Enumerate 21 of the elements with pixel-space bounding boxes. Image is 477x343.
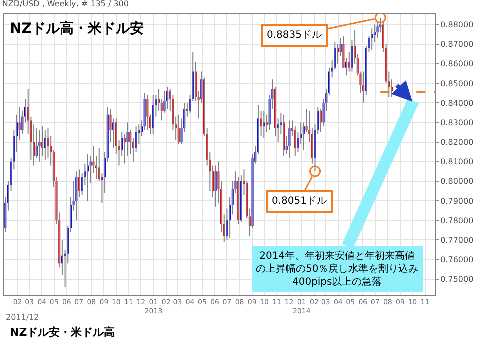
annotation: 0.8835ドル — [267, 30, 322, 41]
y-tick-label: 0.82000 — [440, 138, 474, 148]
y-tick-label: 0.86000 — [440, 60, 474, 69]
annotation: 0.8051ドル — [272, 196, 327, 207]
y-tick-label: 0.84000 — [440, 98, 474, 108]
y-tick-label: 0.76000 — [440, 256, 474, 265]
y-tick-label: 0.81000 — [440, 158, 474, 167]
y-tick-label: 0.78000 — [440, 216, 474, 226]
text: NZドル安・米ドル高 — [10, 326, 116, 339]
chart-title: NZD/USD , Weekly, # 135 / 300 — [2, 0, 129, 9]
y-tick-label: 0.88000 — [440, 20, 474, 30]
y-tick-label: 0.87000 — [440, 40, 474, 50]
y-tick-label: 0.85000 — [440, 79, 474, 88]
annotation: 2014年、年初来安値と年初来高値の上昇幅の50％戻し水準を割り込み400pips以上の急落 — [256, 250, 419, 288]
y-tick-label: 0.77000 — [440, 236, 474, 245]
annotation: NZドル高・米ドル安 — [10, 20, 144, 37]
y-tick-label: 0.83000 — [440, 118, 474, 128]
y-tick-label: 0.75000 — [440, 275, 474, 284]
text: 2011/12 — [6, 313, 40, 322]
y-tick-label: 0.79000 — [440, 196, 474, 206]
y-tick-label: 0.80000 — [440, 177, 474, 186]
